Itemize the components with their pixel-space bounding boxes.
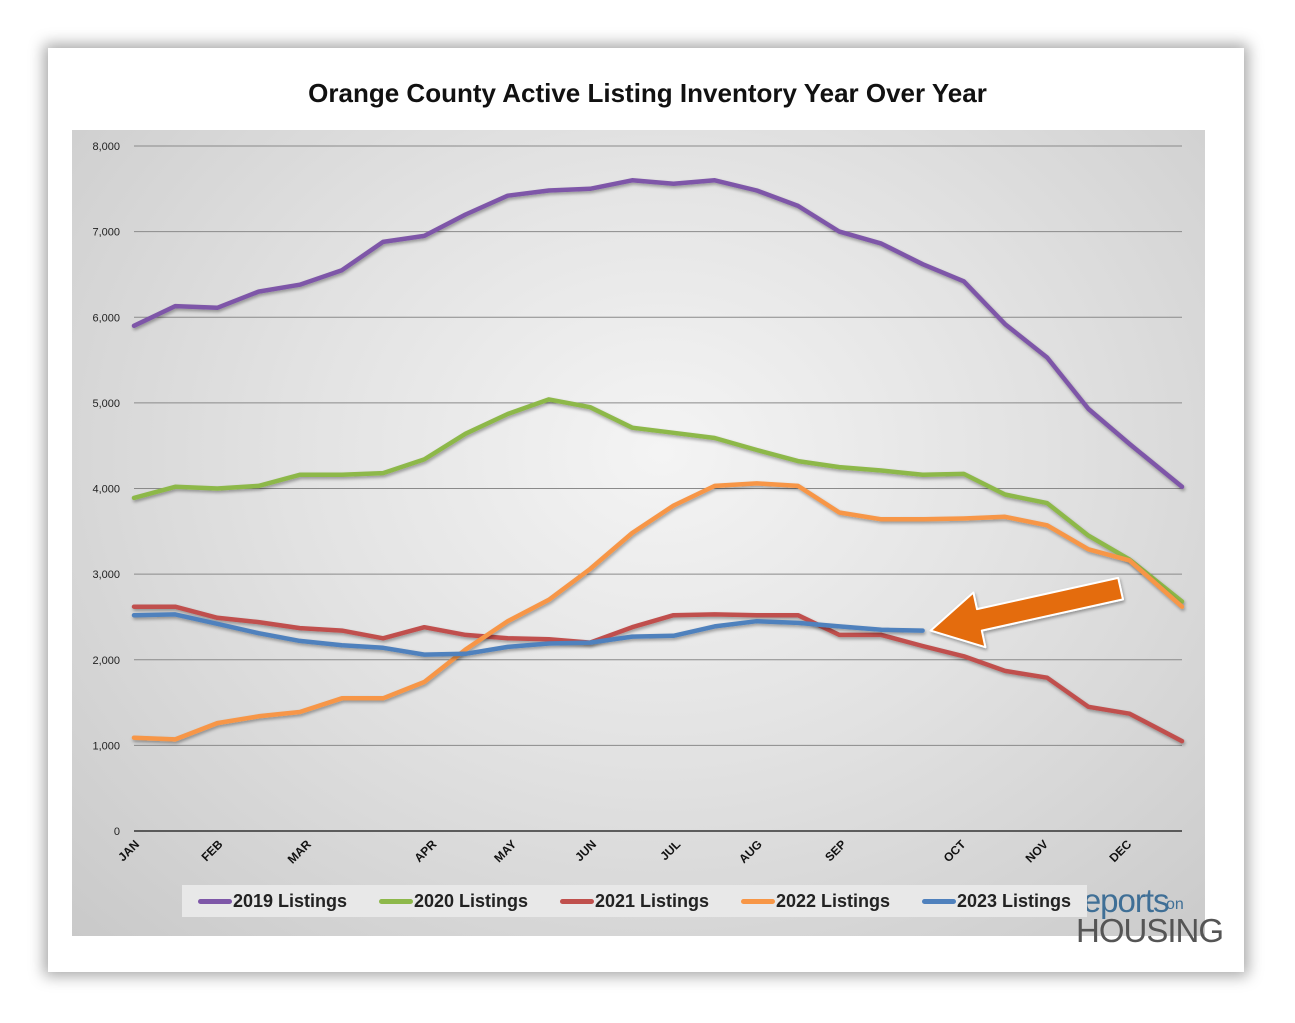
chart-title: Orange County Active Listing Inventory Y… xyxy=(308,78,987,108)
x-tick-label: JUL xyxy=(657,837,683,863)
legend-item-2021: 2021 Listings xyxy=(559,890,710,912)
x-tick-label: MAR xyxy=(285,837,314,866)
legend-swatch-2019 xyxy=(197,898,232,904)
chart-svg: 0 1,000 2,000 3,000 4,000 5,000 6,000 7,000 8,00… xyxy=(92,141,1185,866)
y-tick-label: 2,000 xyxy=(92,655,120,667)
series-line xyxy=(131,612,925,657)
legend-label-2021: 2021 Listings xyxy=(594,890,710,911)
x-tick-label: APR xyxy=(412,837,440,865)
gridlines xyxy=(134,145,1182,746)
y-tick-label: 3,000 xyxy=(92,569,120,581)
legend-label-2022: 2022 Listings xyxy=(775,890,891,911)
series-line xyxy=(131,397,1185,604)
plot-panel: 0 1,000 2,000 3,000 4,000 5,000 6,000 7,000 8,00… xyxy=(72,130,1224,949)
arrow-shape xyxy=(929,576,1124,649)
x-tick-label: JAN xyxy=(115,837,142,864)
legend-item-2019: 2019 Listings xyxy=(197,890,348,912)
x-tick-label: MAY xyxy=(491,837,519,865)
legend-swatch-2021 xyxy=(559,898,594,904)
x-tick-label: SEP xyxy=(822,837,849,864)
y-tick-label: 8,000 xyxy=(92,141,120,153)
y-tick-label: 5,000 xyxy=(92,398,120,410)
legend-item-2022: 2022 Listings xyxy=(740,890,891,912)
series-line xyxy=(131,604,1185,744)
y-tick-label: 0 xyxy=(114,826,120,838)
legend-label-2019: 2019 Listings xyxy=(232,890,348,911)
y-tick-label: 1,000 xyxy=(92,740,120,752)
logo-sub-text: HOUSING xyxy=(1076,912,1224,949)
legend-label-2023: 2023 Listings xyxy=(956,890,1072,911)
x-tick-label: AUG xyxy=(736,837,765,866)
series-line xyxy=(131,178,1185,490)
x-tick-label: DEC xyxy=(1106,837,1134,865)
annotation-arrow xyxy=(929,576,1124,649)
axes: 0 1,000 2,000 3,000 4,000 5,000 6,000 7,000 8,00… xyxy=(92,141,1182,866)
legend-item-2023: 2023 Listings xyxy=(921,890,1072,912)
x-tick-label: FEB xyxy=(199,837,226,864)
legend: 2019 Listings 2020 Listings 2021 Listing… xyxy=(182,885,1087,917)
x-tick-label: NOV xyxy=(1023,837,1051,865)
legend-swatch-2020 xyxy=(378,898,413,904)
y-tick-label: 4,000 xyxy=(92,484,120,496)
logo-on-text: on xyxy=(1166,896,1184,913)
series-line xyxy=(131,481,1185,742)
legend-swatch-2023 xyxy=(921,898,956,904)
legend-item-2020: 2020 Listings xyxy=(378,890,529,912)
legend-swatch-2022 xyxy=(740,898,775,904)
x-tick-label: OCT xyxy=(941,837,969,865)
legend-label-2020: 2020 Listings xyxy=(413,890,529,911)
series-lines xyxy=(131,178,1185,744)
y-tick-label: 6,000 xyxy=(92,312,120,324)
x-tick-label: JUN xyxy=(572,837,599,864)
y-tick-label: 7,000 xyxy=(92,227,120,239)
